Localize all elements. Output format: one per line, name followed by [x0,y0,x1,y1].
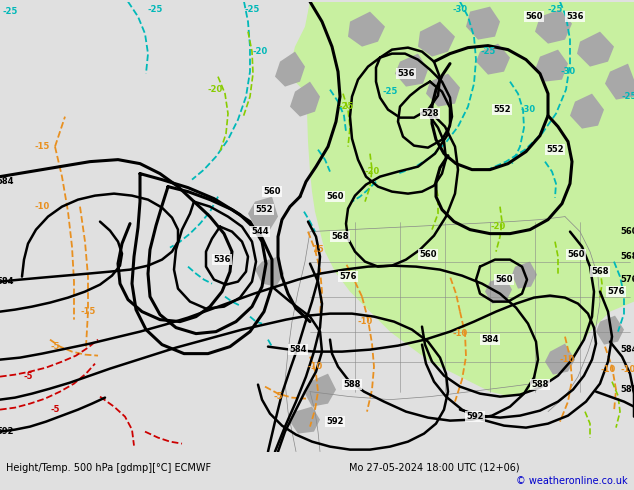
Text: 592: 592 [0,427,14,436]
Text: -10: -10 [307,362,323,371]
Text: 588: 588 [620,385,634,394]
Text: 560: 560 [620,227,634,236]
Text: 576: 576 [607,287,624,296]
Polygon shape [290,407,320,434]
Text: 552: 552 [546,145,564,154]
Polygon shape [512,262,537,289]
Text: 584: 584 [0,277,14,286]
Text: 560: 560 [263,187,281,196]
Polygon shape [485,277,512,304]
Text: -25: -25 [244,5,260,14]
Text: 536: 536 [398,69,415,78]
Polygon shape [248,196,278,230]
Text: 588: 588 [531,380,548,389]
Polygon shape [255,257,284,287]
Text: -10: -10 [559,355,574,364]
Text: -25: -25 [147,5,163,14]
Text: Height/Temp. 500 hPa [gdmp][°C] ECMWF: Height/Temp. 500 hPa [gdmp][°C] ECMWF [6,463,212,473]
Polygon shape [578,122,634,232]
Polygon shape [466,7,500,40]
Text: 584: 584 [481,335,499,344]
Polygon shape [570,94,604,129]
Polygon shape [476,44,510,74]
Text: 560: 560 [495,275,513,284]
Text: 568: 568 [620,252,634,261]
Text: Mo 27-05-2024 18:00 UTC (12+06): Mo 27-05-2024 18:00 UTC (12+06) [349,463,519,473]
Text: -5: -5 [23,372,33,381]
Text: -20: -20 [207,85,223,94]
Text: -10: -10 [600,365,616,374]
Text: -5: -5 [50,405,60,414]
Text: 568: 568 [331,232,349,241]
Polygon shape [596,316,624,344]
Text: -15: -15 [34,142,49,151]
Text: -10: -10 [453,329,468,338]
Text: -25: -25 [481,47,496,56]
Text: -15: -15 [81,307,96,316]
Text: 15: 15 [312,245,324,254]
Text: -25: -25 [339,102,354,111]
Text: 536: 536 [213,255,231,264]
Text: -20: -20 [365,167,380,176]
Text: 552: 552 [256,205,273,214]
Polygon shape [426,74,460,107]
Text: -30: -30 [453,5,467,14]
Polygon shape [418,22,455,57]
Text: 560: 560 [567,250,585,259]
Polygon shape [275,51,305,87]
Text: -30: -30 [521,105,536,114]
Text: 576: 576 [339,272,357,281]
Text: 560: 560 [419,250,437,259]
Text: 544: 544 [251,227,269,236]
Text: -20: -20 [252,47,268,56]
Polygon shape [290,82,320,117]
Text: -25: -25 [621,92,634,101]
Polygon shape [605,64,634,99]
Text: 588: 588 [344,380,361,389]
Text: -25: -25 [547,5,563,14]
Text: 576: 576 [620,275,634,284]
Text: -25: -25 [3,7,18,16]
Polygon shape [577,32,614,67]
Polygon shape [535,49,568,82]
Text: -25: -25 [382,87,398,96]
Text: -10: -10 [621,365,634,374]
Text: 536: 536 [566,12,584,21]
Text: 552: 552 [493,105,511,114]
Text: 568: 568 [592,267,609,276]
Polygon shape [290,1,370,101]
Text: -5: -5 [50,342,60,351]
Text: 584: 584 [289,345,307,354]
Text: 560: 560 [327,192,344,201]
Text: 584: 584 [0,177,14,186]
Text: -10: -10 [34,202,49,211]
Text: © weatheronline.co.uk: © weatheronline.co.uk [516,476,628,486]
Text: 528: 528 [421,109,439,118]
Polygon shape [535,10,572,44]
Polygon shape [305,373,336,407]
Text: 592: 592 [466,412,484,421]
Text: -10: -10 [358,317,373,326]
Text: 584: 584 [620,345,634,354]
Text: -5: -5 [273,392,283,401]
Polygon shape [545,343,575,375]
Text: 560: 560 [525,12,543,21]
Polygon shape [305,1,634,396]
Text: 592: 592 [327,417,344,426]
Text: -30: -30 [560,67,576,76]
Polygon shape [490,1,634,151]
Polygon shape [395,53,428,87]
Polygon shape [348,12,385,47]
Text: -20: -20 [490,222,506,231]
